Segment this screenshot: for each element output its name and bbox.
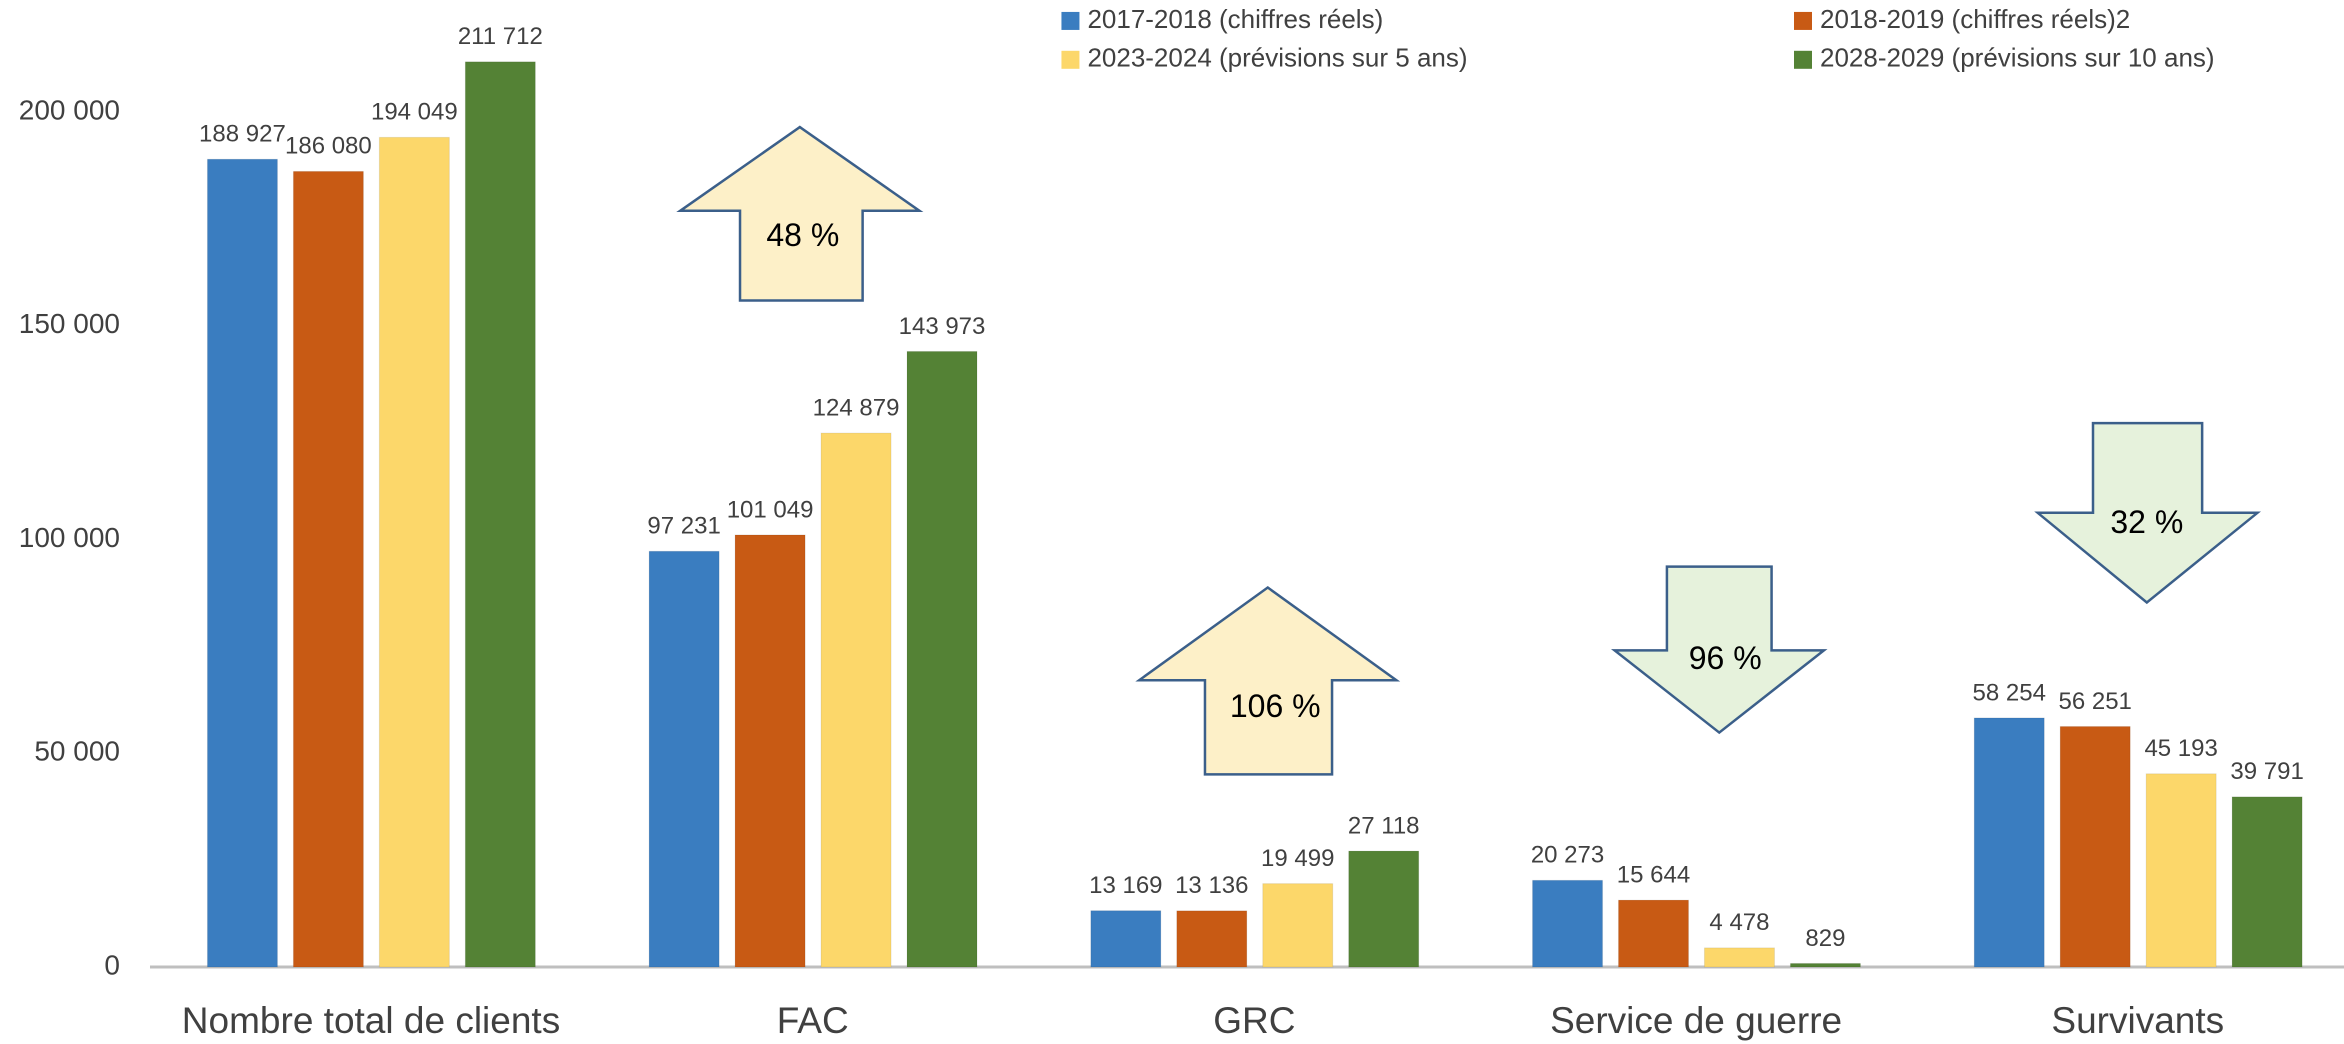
bar [293, 171, 363, 967]
annotation: 106 % [1230, 688, 1321, 724]
annotation: 48 % [766, 217, 839, 253]
legend-swatch [1794, 12, 1812, 30]
bar [649, 551, 719, 967]
data-label: 19 499 [1261, 845, 1334, 872]
y-tick-label: 0 [104, 949, 120, 980]
annotation: 96 % [1689, 640, 1762, 676]
bar [2232, 797, 2302, 967]
legend-swatch [1061, 51, 1079, 69]
data-label: 829 [1805, 925, 1845, 952]
bar [2146, 774, 2216, 967]
x-tick-label: Service de guerre [1550, 1000, 1842, 1041]
legend-label: 2017-2018 (chiffres réels) [1087, 4, 1383, 34]
bar [907, 351, 977, 967]
data-label: 188 927 [199, 121, 286, 148]
y-tick-label: 100 000 [19, 522, 120, 553]
bar [465, 62, 535, 967]
bar [1091, 911, 1161, 967]
bar [207, 159, 277, 967]
data-label: 39 791 [2230, 758, 2303, 785]
bar [379, 137, 449, 967]
data-label: 97 231 [647, 513, 720, 540]
change-arrow [680, 127, 919, 300]
x-tick-label: Nombre total de clients [182, 1000, 560, 1041]
data-label: 20 273 [1531, 842, 1604, 869]
bar [1533, 880, 1603, 967]
data-label: 143 973 [899, 313, 986, 340]
bar [1704, 948, 1774, 967]
y-tick-label: 200 000 [19, 94, 120, 125]
bar [1349, 851, 1419, 967]
data-label: 186 080 [285, 133, 372, 160]
data-label: 15 644 [1617, 861, 1690, 888]
bar [2060, 726, 2130, 967]
bar [1974, 718, 2044, 967]
data-label: 211 712 [458, 23, 543, 50]
data-label: 124 879 [813, 394, 900, 421]
legend-swatch [1061, 12, 1079, 30]
bar [1618, 900, 1688, 967]
data-label: 13 169 [1089, 872, 1162, 899]
data-label: 4 478 [1709, 909, 1769, 936]
x-tick-label: GRC [1213, 1000, 1295, 1041]
data-label: 56 251 [2058, 688, 2131, 715]
data-label: 45 193 [2144, 735, 2217, 762]
chart: 48 % 106 % 96 % 32 % 0 50 000 100 000 150 000 2… [0, 0, 2344, 1044]
legend-label: 2018-2019 (chiffres réels)2 [1820, 4, 2130, 34]
bar [735, 535, 805, 967]
y-tick-label: 150 000 [19, 308, 120, 339]
bar [821, 433, 891, 967]
bar [1177, 911, 1247, 967]
data-label: 101 049 [727, 496, 814, 523]
change-arrow [1139, 588, 1396, 775]
bar [1790, 963, 1860, 967]
x-tick-label: FAC [777, 1000, 849, 1041]
data-label: 194 049 [371, 99, 458, 126]
x-tick-label: Survivants [2051, 1000, 2224, 1041]
legend-swatch [1794, 51, 1812, 69]
data-label: 13 136 [1175, 872, 1248, 899]
legend-label: 2023-2024 (prévisions sur 5 ans) [1087, 43, 1467, 73]
bar [1263, 884, 1333, 967]
data-label: 58 254 [1973, 679, 2046, 706]
annotation: 32 % [2110, 504, 2183, 540]
y-tick-label: 50 000 [34, 736, 120, 767]
data-label: 27 118 [1348, 812, 1420, 839]
legend-label: 2028-2029 (prévisions sur 10 ans) [1820, 43, 2215, 73]
